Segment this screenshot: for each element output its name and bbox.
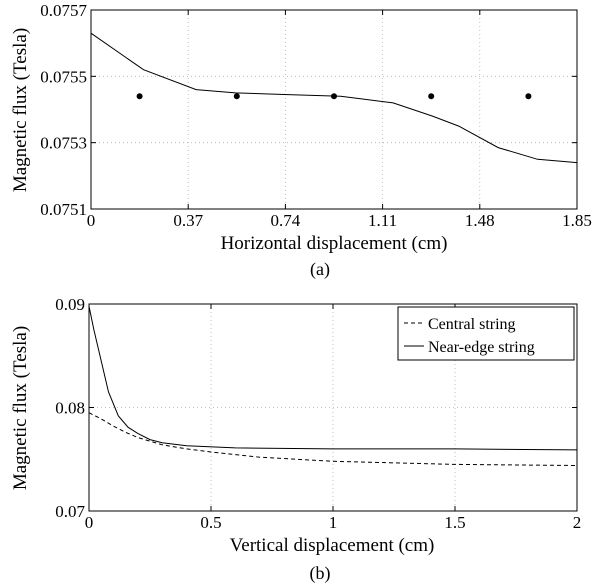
data-point: [428, 93, 435, 100]
y-tick-label: 0.08: [55, 399, 85, 418]
x-tick-label: 0: [87, 211, 96, 230]
x-tick-label: 1.85: [562, 211, 592, 230]
x-tick-label: 1.11: [368, 211, 397, 230]
chart-a: 0 0.37 0.74 1.11 1.48 1.85 0.0751 0.0753 0.0755…: [10, 1, 592, 280]
data-point: [233, 93, 240, 100]
y-ticks-b: 0.07 0.08 0.09: [55, 295, 577, 521]
x-tick-label: 1: [329, 513, 338, 532]
legend-label-near-edge: Near-edge string: [428, 339, 535, 356]
panel-label-a: (a): [310, 259, 330, 280]
x-tick-label: 2: [573, 513, 582, 532]
x-axis-label-b: Vertical displacement (cm): [230, 535, 435, 556]
legend-label-central: Central string: [428, 316, 516, 333]
data-point: [331, 93, 337, 100]
y-axis-label-b: Magnetic flux (Tesla): [10, 326, 31, 490]
plot-frame-a: [90, 9, 578, 210]
y-tick-label: 0.09: [55, 295, 85, 314]
y-ticks-a: 0.0751 0.0753 0.0755 0.0757: [40, 1, 577, 219]
x-tick-label: 0.74: [271, 211, 301, 230]
x-axis-label-a: Horizontal displacement (cm): [221, 233, 448, 254]
y-tick-label: 0.0755: [40, 67, 87, 86]
x-tick-label: 0: [85, 513, 94, 532]
grid-a: [91, 10, 577, 209]
x-ticks-b: 0 0.5 1 1.5 2: [85, 304, 582, 532]
data-point: [525, 93, 532, 100]
x-ticks-a: 0 0.37 0.74 1.11 1.48 1.85: [87, 10, 592, 230]
series-b: [88, 305, 578, 466]
y-tick-label: 0.0753: [40, 134, 87, 153]
x-tick-label: 1.48: [465, 211, 495, 230]
x-tick-label: 0.37: [173, 211, 203, 230]
y-tick-label: 0.0751: [40, 200, 87, 219]
panel-label-b: (b): [310, 563, 331, 584]
y-tick-label: 0.0757: [40, 1, 87, 20]
series-line-near-edge-string: [88, 305, 578, 451]
series-a: [90, 32, 578, 164]
legend-box: [397, 306, 575, 361]
legend-b: Central string Near-edge string: [397, 306, 575, 361]
x-tick-label: 1.5: [444, 513, 465, 532]
series-line-a-0: [90, 32, 578, 164]
chart-b: 0 0.5 1 1.5 2 0.07 0.08 0.09 Central string Ne…: [10, 295, 581, 584]
data-point: [136, 93, 143, 100]
y-axis-label-a: Magnetic flux (Tesla): [10, 28, 31, 192]
series-line-central-string: [88, 412, 578, 466]
grid-b: [89, 304, 577, 511]
x-tick-label: 0.5: [200, 513, 221, 532]
y-tick-label: 0.07: [55, 502, 85, 521]
